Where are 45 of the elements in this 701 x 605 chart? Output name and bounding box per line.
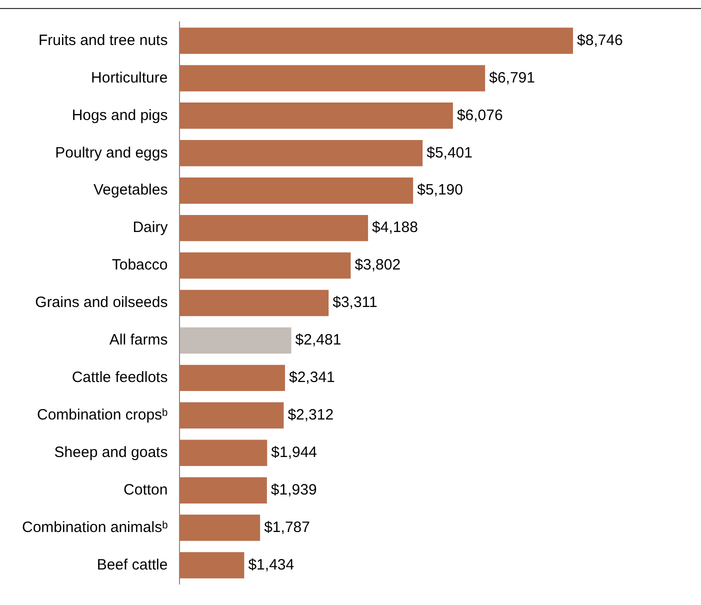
y-tick-label: Horticulture — [91, 69, 168, 86]
y-tick-label: Hogs and pigs — [72, 106, 168, 124]
data-label: $4,188 — [372, 219, 418, 236]
y-tick-label: All farms — [109, 332, 168, 349]
bar — [180, 65, 486, 92]
y-tick-label: Sheep and goats — [54, 444, 168, 462]
y-tick-label: Beef cattle — [96, 556, 168, 574]
y-tick-label: Combination animalsᵇ — [22, 518, 168, 536]
bar — [180, 290, 329, 316]
y-tick-label: Fruits and tree nuts — [38, 32, 168, 49]
data-label: $5,401 — [426, 144, 472, 162]
data-label: $5,190 — [417, 182, 463, 199]
data-label: $2,481 — [295, 332, 342, 349]
data-label: $1,939 — [270, 481, 317, 498]
bar — [180, 514, 260, 541]
y-tick-label: Tobacco — [112, 256, 168, 274]
bar — [180, 28, 574, 54]
y-tick-label: Combination cropsᵇ — [36, 406, 168, 424]
bar — [180, 402, 284, 429]
y-tick-label: Cotton — [124, 481, 168, 498]
bar — [180, 177, 414, 204]
bar — [180, 477, 267, 504]
data-label: $6,076 — [456, 106, 503, 124]
bar — [180, 214, 368, 242]
bar — [180, 327, 292, 354]
data-label: $8,746 — [577, 32, 623, 49]
bar — [180, 364, 285, 392]
y-tick-label: Poultry and eggs — [55, 144, 168, 162]
y-tick-label: Dairy — [132, 219, 168, 236]
y-tick-label: Cattle feedlots — [72, 369, 168, 386]
bar — [180, 552, 244, 578]
y-tick-label: Vegetables — [93, 182, 168, 199]
bar — [180, 102, 453, 129]
data-label: $2,341 — [289, 369, 335, 386]
data-label: $1,944 — [271, 444, 318, 462]
data-label: $1,787 — [264, 518, 310, 536]
data-label: $3,802 — [354, 256, 401, 274]
y-tick-label: Grains and oilseeds — [35, 294, 168, 312]
data-label: $1,434 — [248, 556, 294, 574]
data-label: $2,312 — [288, 406, 334, 424]
bar — [180, 252, 351, 279]
data-label: $3,311 — [332, 294, 378, 312]
data-label: $6,791 — [489, 69, 535, 86]
bar — [180, 140, 423, 166]
bar — [180, 440, 268, 466]
